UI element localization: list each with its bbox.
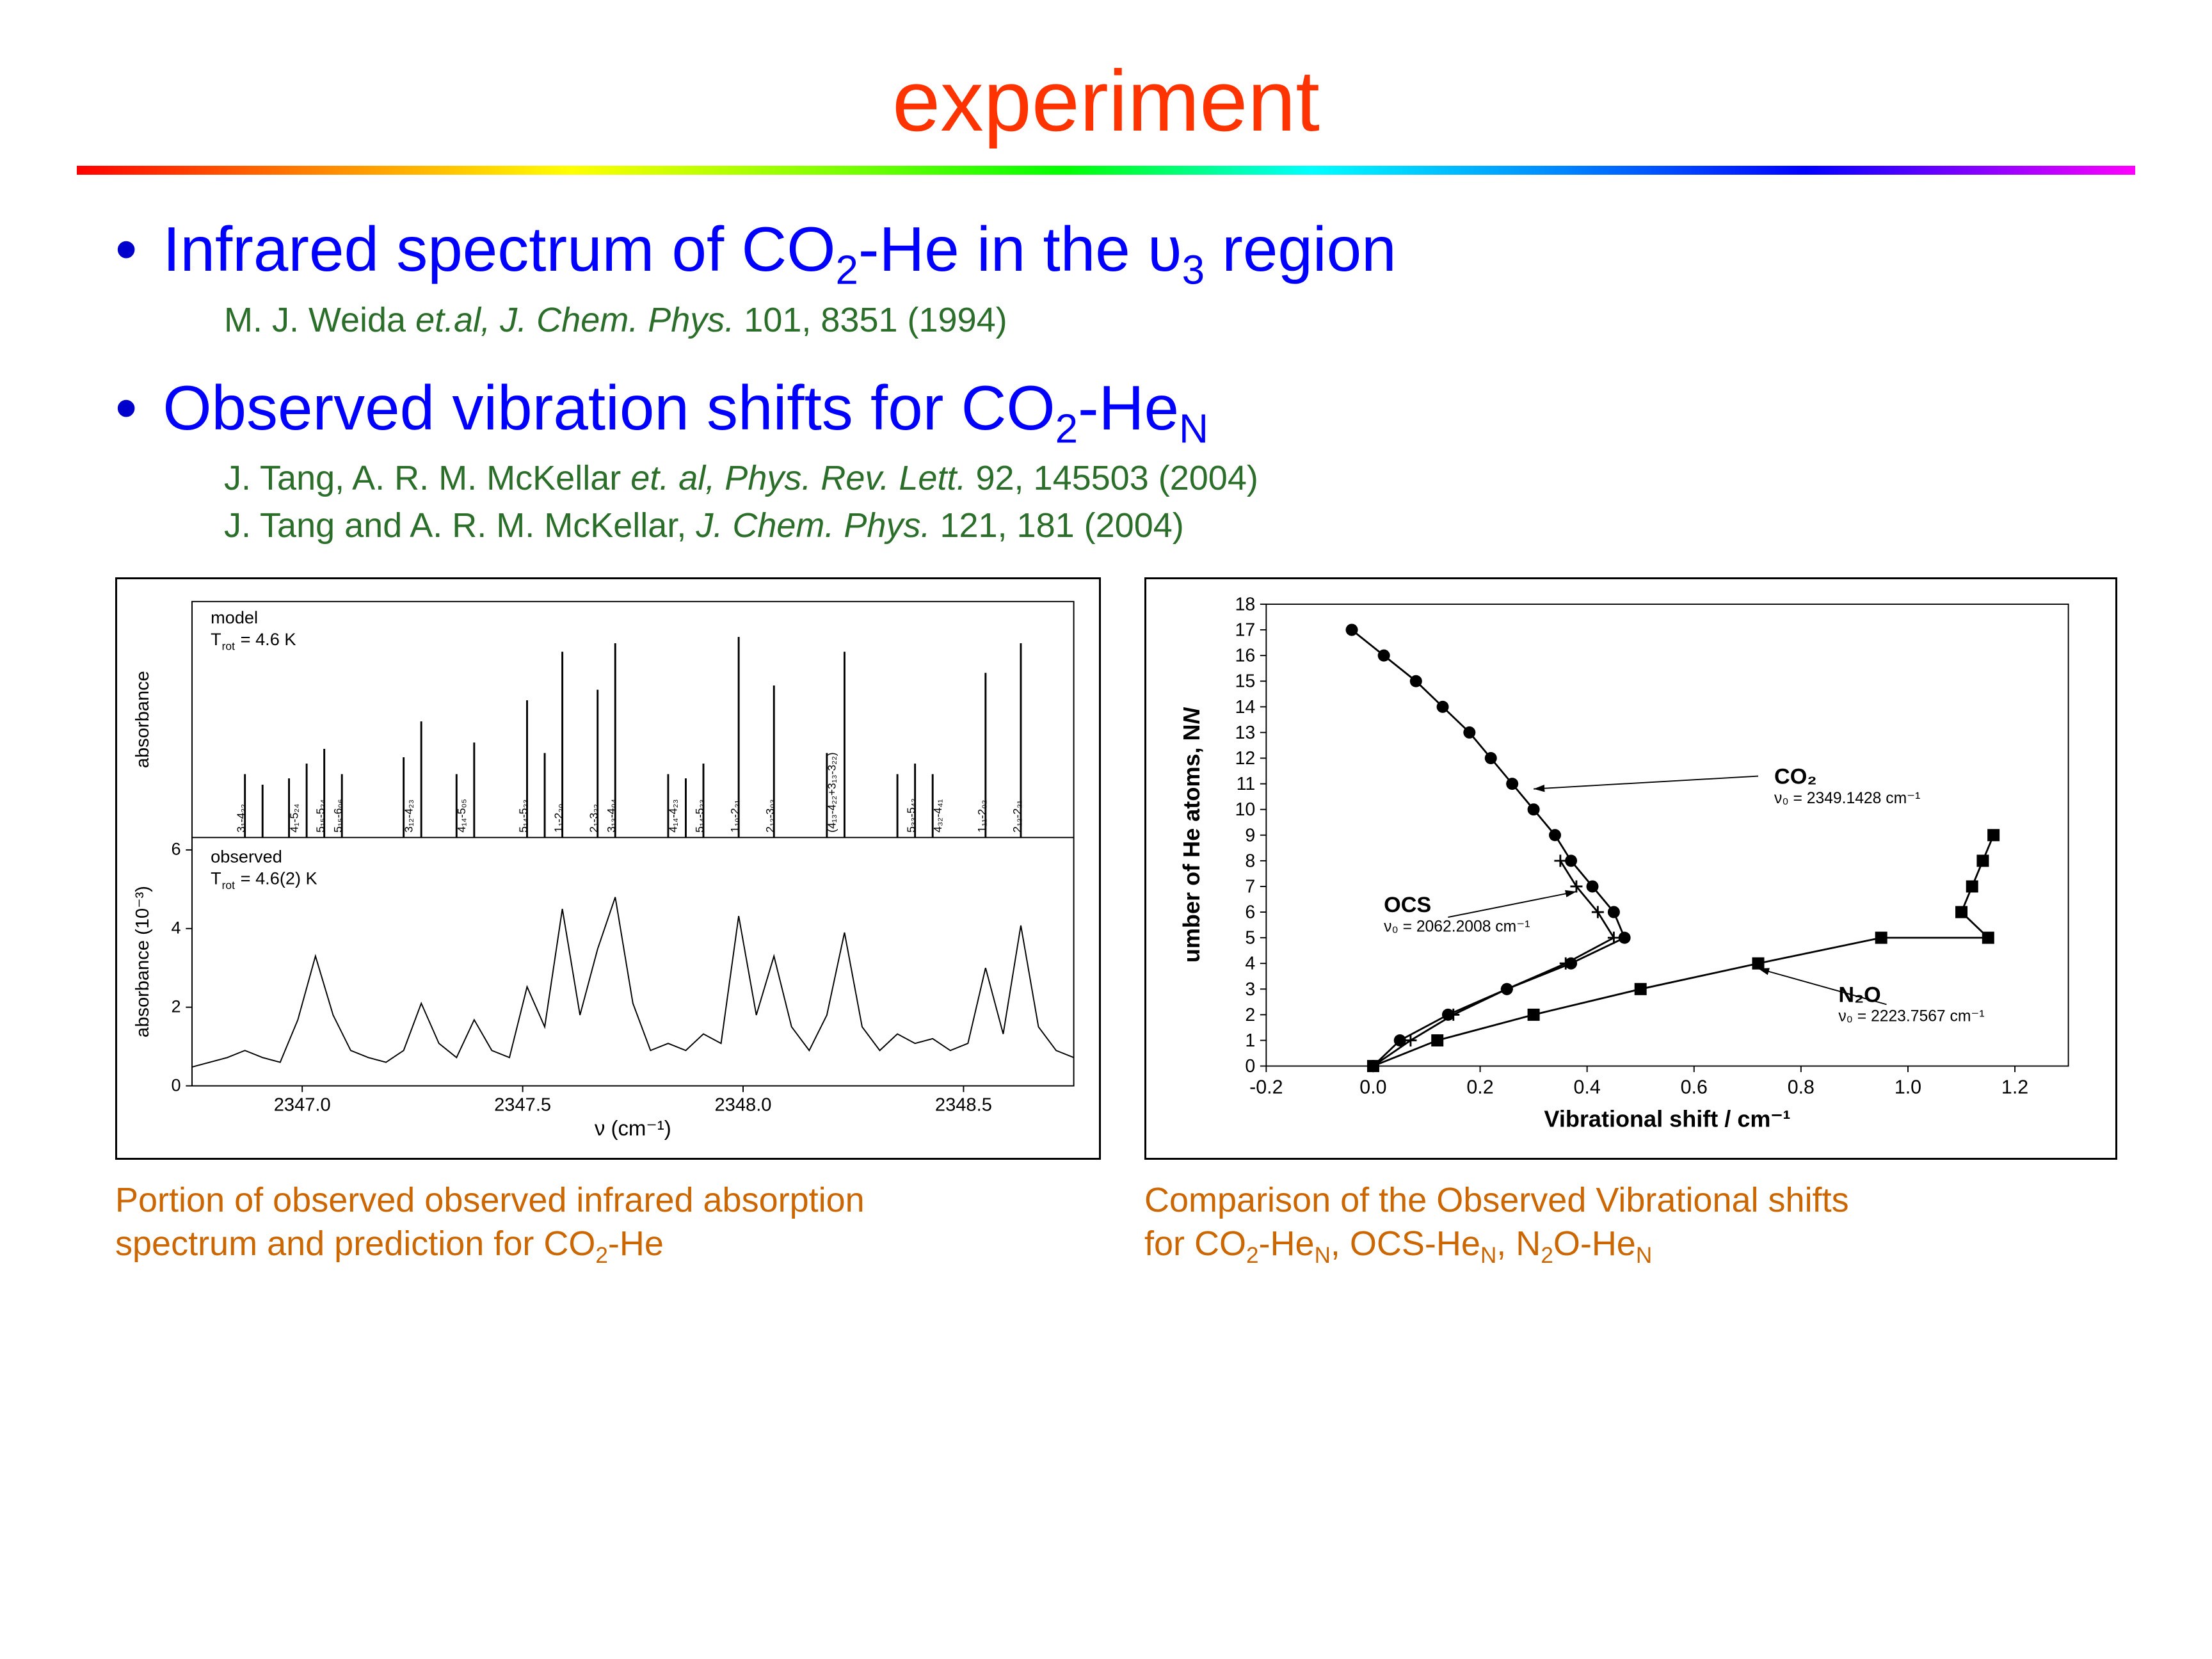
- left-spectrum-chart: 3₁-4₂₂ 4₁-5₂₄ 5₁₅-5₂₄ 5₁₅-6₀₆ 3₁₂-4₂₃ 4₁₄-5₀₅…: [115, 577, 1101, 1160]
- svg-text:4₃₂-4₄₁: 4₃₂-4₄₁: [931, 799, 944, 833]
- svg-text:4₁₄-4₂₃: 4₁₄-4₂₃: [667, 799, 680, 833]
- svg-text:0.4: 0.4: [1574, 1076, 1601, 1098]
- svg-text:0.0: 0.0: [1359, 1076, 1386, 1098]
- svg-text:absorbance (10⁻³): absorbance (10⁻³): [132, 886, 153, 1038]
- left-caption: Portion of observed observed infrared ab…: [115, 1179, 1106, 1269]
- svg-text:Vibrational shift / cm⁻¹: Vibrational shift / cm⁻¹: [1544, 1106, 1790, 1132]
- bullet-2-text: Observed vibration shifts for CO2-HeN: [163, 372, 1208, 453]
- svg-text:18: 18: [1235, 595, 1256, 615]
- svg-text:rot: rot: [222, 879, 236, 892]
- svg-text:4: 4: [171, 918, 180, 938]
- svg-text:2: 2: [1245, 1005, 1255, 1025]
- svg-text:13: 13: [1235, 723, 1256, 743]
- bullet-1: • Infrared spectrum of CO2-He in the υ3 …: [115, 213, 2135, 340]
- svg-text:3₁-4₂₂: 3₁-4₂₂: [235, 804, 248, 833]
- svg-text:T: T: [211, 868, 221, 888]
- svg-text:2347.0: 2347.0: [274, 1095, 331, 1116]
- svg-text:3₁₃-4₀₄: 3₁₃-4₀₄: [605, 799, 618, 833]
- svg-text:0.8: 0.8: [1788, 1076, 1815, 1098]
- svg-text:0.6: 0.6: [1681, 1076, 1708, 1098]
- svg-text:1₁₁-2₀₂: 1₁₁-2₀₂: [975, 800, 988, 833]
- svg-text:1₁-2₂₀: 1₁-2₂₀: [552, 804, 565, 833]
- svg-text:12: 12: [1235, 748, 1256, 769]
- bullet-2: • Observed vibration shifts for CO2-HeN …: [115, 372, 2135, 546]
- svg-text:3: 3: [1245, 979, 1255, 1000]
- svg-text:16: 16: [1235, 646, 1256, 666]
- svg-text:15: 15: [1235, 671, 1256, 692]
- svg-text:9: 9: [1245, 825, 1255, 846]
- svg-text:4: 4: [1245, 954, 1255, 974]
- svg-text:2: 2: [171, 997, 180, 1016]
- svg-text:8: 8: [1245, 851, 1255, 872]
- svg-text:2₁₂-2₂₁: 2₁₂-2₂₁: [1011, 800, 1023, 833]
- svg-text:ν₀ = 2349.1428 cm⁻¹: ν₀ = 2349.1428 cm⁻¹: [1774, 790, 1920, 807]
- svg-text:umber of He atoms, NN: umber of He atoms, NN: [1178, 707, 1205, 963]
- right-shift-chart: 0123456789101112131415161718-0.20.00.20.…: [1144, 577, 2117, 1160]
- svg-text:ν (cm⁻¹): ν (cm⁻¹): [595, 1116, 671, 1140]
- svg-text:5₁₄-5₂₃: 5₁₄-5₂₃: [517, 799, 529, 833]
- svg-text:ν₀ = 2223.7567 cm⁻¹: ν₀ = 2223.7567 cm⁻¹: [1838, 1008, 1984, 1025]
- svg-text:= 4.6(2) K: = 4.6(2) K: [241, 868, 317, 888]
- bullet-dot: •: [115, 372, 137, 444]
- citation-3: J. Tang and A. R. M. McKellar, J. Chem. …: [224, 506, 2135, 545]
- svg-text:11: 11: [1237, 774, 1256, 794]
- svg-text:5₁₅-5₂₄: 5₁₅-5₂₄: [314, 799, 327, 833]
- svg-text:rot: rot: [222, 640, 236, 653]
- svg-text:1: 1: [1245, 1030, 1255, 1051]
- citation-1: M. J. Weida et.al, J. Chem. Phys. 101, 8…: [224, 300, 2135, 340]
- svg-text:7: 7: [1245, 877, 1255, 897]
- svg-text:4₁₄-5₀₅: 4₁₄-5₀₅: [455, 799, 468, 833]
- svg-text:0.2: 0.2: [1466, 1076, 1493, 1098]
- bullet-dot: •: [115, 213, 137, 285]
- svg-text:17: 17: [1235, 620, 1256, 641]
- right-caption: Comparison of the Observed Vibrational s…: [1144, 1179, 2135, 1269]
- svg-text:observed: observed: [211, 846, 282, 866]
- svg-text:OCS: OCS: [1384, 893, 1431, 917]
- svg-text:2348.5: 2348.5: [935, 1095, 992, 1116]
- svg-text:1₁₀-2₂₁: 1₁₀-2₂₁: [728, 800, 741, 833]
- svg-text:2347.5: 2347.5: [494, 1095, 551, 1116]
- svg-text:1.2: 1.2: [2001, 1076, 2028, 1098]
- svg-text:5₁₄-5₂₃: 5₁₄-5₂₃: [693, 799, 706, 833]
- svg-text:5₁₅-6₀₆: 5₁₅-6₀₆: [332, 799, 344, 832]
- svg-text:N₂O: N₂O: [1838, 983, 1880, 1007]
- svg-text:2₁₂-3₀₃: 2₁₂-3₀₃: [764, 799, 776, 833]
- svg-text:-0.2: -0.2: [1249, 1076, 1283, 1098]
- svg-text:4₁-5₂₄: 4₁-5₂₄: [287, 804, 300, 833]
- svg-text:(4₁₃-4₂₂+3₁₃-3₂₂): (4₁₃-4₂₂+3₁₃-3₂₂): [826, 753, 838, 833]
- svg-text:= 4.6 K: = 4.6 K: [241, 629, 296, 649]
- svg-text:model: model: [211, 607, 258, 627]
- svg-text:5₃₃-5₄₂: 5₃₃-5₄₂: [905, 799, 918, 833]
- svg-text:absorbance: absorbance: [132, 671, 153, 768]
- rainbow-divider: [77, 166, 2135, 175]
- charts-row: 3₁-4₂₂ 4₁-5₂₄ 5₁₅-5₂₄ 5₁₅-6₀₆ 3₁₂-4₂₃ 4₁₄-5₀₅…: [115, 577, 2135, 1269]
- bullet-1-text: Infrared spectrum of CO2-He in the υ3 re…: [163, 213, 1396, 294]
- svg-text:14: 14: [1235, 697, 1256, 717]
- svg-text:0: 0: [171, 1075, 180, 1094]
- svg-text:6: 6: [1245, 902, 1255, 923]
- citation-2: J. Tang, A. R. M. McKellar et. al, Phys.…: [224, 458, 2135, 498]
- svg-text:10: 10: [1235, 799, 1256, 820]
- svg-text:6: 6: [171, 839, 180, 859]
- svg-text:3₁₂-4₂₃: 3₁₂-4₂₃: [402, 799, 415, 833]
- slide-title: experiment: [77, 51, 2135, 150]
- svg-text:ν₀ = 2062.2008 cm⁻¹: ν₀ = 2062.2008 cm⁻¹: [1384, 918, 1530, 936]
- svg-text:T: T: [211, 629, 221, 649]
- svg-text:2₁-3₂₂: 2₁-3₂₂: [588, 804, 600, 833]
- svg-text:2348.0: 2348.0: [715, 1095, 772, 1116]
- svg-text:0: 0: [1245, 1056, 1255, 1077]
- svg-text:CO₂: CO₂: [1774, 765, 1816, 789]
- svg-text:1.0: 1.0: [1895, 1076, 1921, 1098]
- svg-text:5: 5: [1245, 928, 1255, 949]
